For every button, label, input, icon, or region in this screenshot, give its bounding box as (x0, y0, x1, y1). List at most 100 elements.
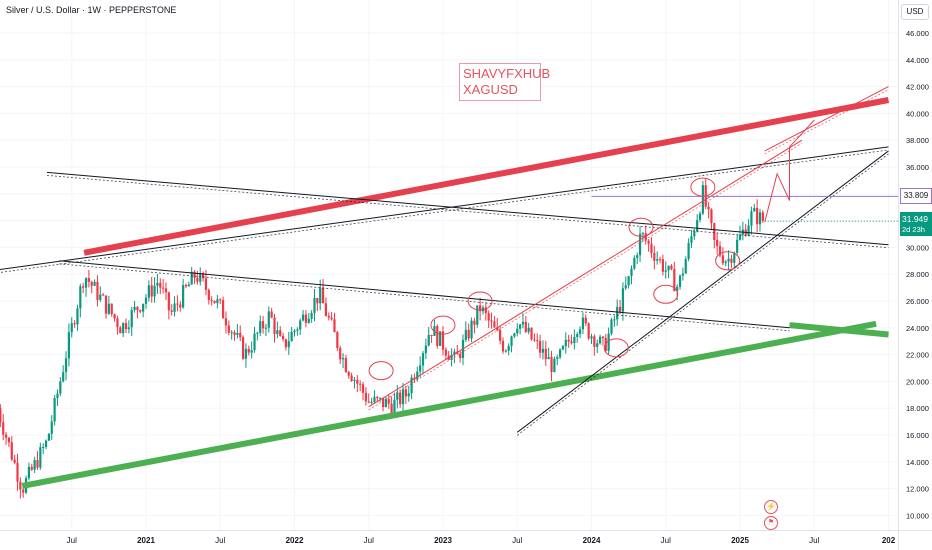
candle-body (521, 321, 525, 325)
current-price-value: 31.949 (902, 214, 928, 224)
candle-body (544, 348, 547, 360)
candle-body (747, 225, 750, 236)
projection-path[interactable] (764, 119, 815, 223)
x-tick-label: 2022 (286, 536, 304, 545)
highlight-ellipse[interactable] (368, 361, 394, 381)
candle-body (142, 303, 145, 312)
candle-body (264, 327, 268, 329)
red-thin-upper-line[interactable] (764, 86, 889, 152)
candle-body (204, 278, 208, 290)
red-thin-channel-line[interactable] (368, 139, 803, 408)
highlight-ellipse[interactable] (715, 251, 741, 271)
candle-body (459, 354, 462, 358)
candle-body (250, 350, 253, 353)
candle-body (416, 371, 419, 380)
candle-body (430, 334, 433, 336)
candle-body (630, 268, 633, 277)
candle-body (556, 357, 559, 359)
candle-body (564, 339, 567, 347)
candle-body (64, 358, 68, 373)
y-tick-label: 16.000 (906, 431, 929, 440)
candle-body (87, 278, 90, 282)
lightning-icon[interactable]: ⚡ (764, 500, 778, 514)
candle-body (341, 358, 345, 360)
y-tick-label: 30.000 (906, 243, 929, 252)
candle-body (173, 303, 176, 312)
candle-body (490, 320, 493, 322)
candle-body (441, 331, 445, 350)
candle-body (427, 334, 430, 346)
black-steep-support-line[interactable] (516, 150, 889, 433)
black-long-upper-line[interactable] (0, 146, 889, 272)
flag-icon[interactable]: ⚑ (764, 516, 778, 530)
candle-body (224, 318, 228, 326)
x-tick-label: Jul (661, 536, 671, 545)
candle-body (653, 253, 656, 261)
candle-body (67, 332, 70, 359)
highlight-ellipse[interactable] (603, 338, 629, 358)
candle-body (381, 397, 385, 408)
candle-body (359, 383, 362, 385)
red-upper-channel-line[interactable] (83, 97, 890, 256)
highlight-ellipse[interactable] (430, 315, 456, 335)
candle-body (567, 339, 570, 342)
currency-badge[interactable]: USD (901, 4, 929, 20)
candle-body (73, 323, 76, 325)
y-tick-label: 46.000 (906, 29, 929, 38)
candle-body (618, 306, 622, 312)
candle-body (273, 317, 276, 335)
candle-body (301, 314, 305, 321)
candle-body (621, 288, 625, 312)
candle-body (13, 459, 16, 463)
candle-body (499, 330, 502, 341)
candle-body (256, 332, 259, 334)
candle-body (479, 305, 482, 312)
candle-body (604, 338, 607, 351)
candle-body (590, 336, 593, 339)
candle-body (561, 346, 565, 350)
black-descending-line[interactable] (46, 171, 889, 246)
candle-body (307, 318, 310, 323)
time-axis[interactable]: Jul 2021 Jul 2022 Jul 2023 Jul 2024 Jul 2025 Jul 20… (67, 536, 896, 545)
candle-body (236, 332, 239, 335)
candle-body (624, 285, 627, 289)
candle-body (279, 330, 282, 336)
candle-body (284, 339, 288, 348)
green-right-segment-line[interactable] (789, 322, 889, 338)
candle-body (596, 343, 599, 347)
candle-body (598, 336, 602, 344)
candle-body (353, 379, 356, 381)
candle-body (193, 271, 196, 278)
candle-body (153, 285, 156, 297)
candle-body (167, 292, 170, 311)
candle-body (538, 340, 542, 353)
grid (0, 0, 898, 530)
y-tick-label: 10.000 (906, 511, 929, 520)
y-tick-label: 38.000 (906, 136, 929, 145)
candle-body (16, 462, 19, 482)
candle-body (296, 329, 299, 331)
highlight-ellipse[interactable] (653, 284, 679, 304)
y-tick-label: 28.000 (906, 270, 929, 279)
highlight-ellipse[interactable] (628, 217, 654, 237)
candle-body (667, 265, 670, 271)
candle-body (701, 185, 704, 214)
green-lower-support-line[interactable] (21, 320, 877, 489)
candle-body (56, 393, 59, 399)
symbol-title[interactable]: Silver / U.S. Dollar · 1W · PEPPERSTONE (6, 5, 177, 15)
black-lower-falling-line[interactable] (59, 260, 790, 329)
candle-body (721, 255, 724, 264)
y-tick-label: 36.000 (906, 163, 929, 172)
y-tick-label: 20.000 (906, 377, 929, 386)
candle-body (399, 392, 402, 405)
highlight-ellipse[interactable] (467, 291, 493, 311)
candle-body (102, 294, 105, 296)
highlight-ellipse[interactable] (690, 177, 716, 197)
candle-body (553, 358, 556, 372)
candle-body (59, 381, 62, 394)
candle-body (350, 375, 353, 381)
price-axis[interactable]: 46.00044.00042.00040.00038.00036.00034.0… (906, 29, 929, 520)
candle-body (496, 327, 499, 331)
candle-body (187, 284, 190, 287)
